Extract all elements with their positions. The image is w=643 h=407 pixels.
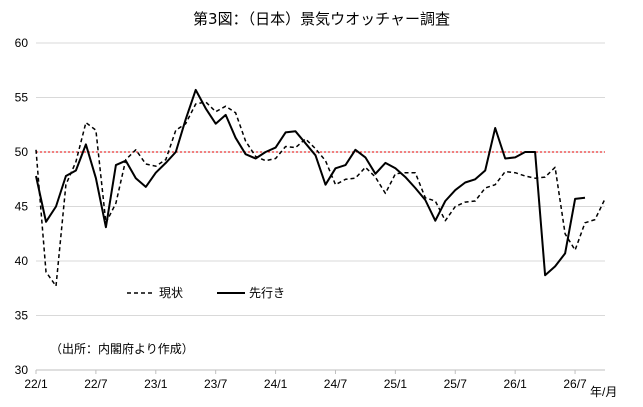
x-tick-label: 22/7: [84, 377, 108, 391]
x-tick-label: 24/1: [264, 377, 288, 391]
x-axis-title: 年/月: [590, 385, 617, 399]
x-tick-label: 23/1: [144, 377, 168, 391]
y-tick-label: 40: [15, 254, 29, 268]
legend-label-sakiyuki: 先行き: [249, 286, 285, 300]
series-lines: [35, 88, 606, 287]
chart-title: 第3図：（日本）景気ウオッチャー調査: [193, 10, 450, 28]
source-note: （出所：内閣府より作成）: [50, 341, 194, 356]
gridlines: [36, 42, 605, 316]
x-tick-label: 23/7: [204, 377, 228, 391]
x-tick-label: 24/7: [324, 377, 348, 391]
y-tick-label: 55: [15, 91, 29, 105]
x-tick-label: 25/7: [444, 377, 468, 391]
y-tick-label: 35: [15, 309, 29, 323]
y-tick-label: 30: [15, 363, 29, 377]
x-tick-label: 26/1: [503, 377, 527, 391]
legend: 現状 先行き: [127, 286, 285, 300]
series-line-genjo: [35, 101, 606, 287]
y-tick-label: 60: [15, 36, 29, 50]
axes: 30 35 40 45 50 55 60 22/1 22/7 23/1 23/7 24/1 24/7 25…: [15, 36, 605, 391]
x-tick-label: 25/1: [384, 377, 408, 391]
x-tick-label: 26/7: [563, 377, 587, 391]
series-line-sakiyuki: [35, 88, 586, 277]
x-tick-label: 22/1: [24, 377, 48, 391]
y-tick-label: 45: [15, 200, 29, 214]
y-tick-label: 50: [15, 145, 29, 159]
legend-label-genjo: 現状: [159, 286, 183, 300]
